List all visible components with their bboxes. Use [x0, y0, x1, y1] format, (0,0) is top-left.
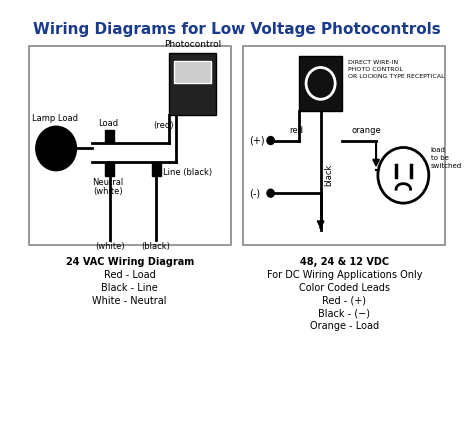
Text: Load: Load: [98, 119, 118, 128]
FancyBboxPatch shape: [169, 53, 216, 115]
Text: (white): (white): [93, 187, 123, 196]
Text: Orange - Load: Orange - Load: [310, 321, 379, 332]
Text: (+): (+): [249, 136, 264, 146]
Text: 24 VAC Wiring Diagram: 24 VAC Wiring Diagram: [65, 257, 194, 267]
Circle shape: [267, 137, 274, 145]
Text: For DC Wiring Applications Only: For DC Wiring Applications Only: [266, 270, 422, 280]
FancyBboxPatch shape: [105, 129, 114, 143]
Circle shape: [36, 126, 76, 170]
FancyBboxPatch shape: [299, 56, 342, 111]
Text: orange: orange: [352, 125, 381, 134]
Text: Lamp Load: Lamp Load: [33, 113, 79, 123]
Text: Color Coded Leads: Color Coded Leads: [299, 283, 390, 293]
Text: DIRECT WIRE-IN
PHOTO CONTROL
OR LOCKING TYPE RECEPTICAL: DIRECT WIRE-IN PHOTO CONTROL OR LOCKING …: [348, 60, 445, 79]
Text: (black): (black): [142, 242, 171, 251]
Text: Neutral: Neutral: [92, 178, 124, 187]
FancyBboxPatch shape: [105, 162, 114, 176]
Text: Red - Load: Red - Load: [104, 270, 155, 280]
Text: Black - Line: Black - Line: [101, 283, 158, 293]
Circle shape: [267, 189, 274, 197]
FancyBboxPatch shape: [243, 46, 445, 245]
FancyBboxPatch shape: [174, 61, 210, 83]
Text: (-): (-): [249, 188, 260, 198]
Text: load
to be
switched: load to be switched: [430, 147, 462, 170]
Text: Wiring Diagrams for Low Voltage Photocontrols: Wiring Diagrams for Low Voltage Photocon…: [33, 22, 441, 37]
Text: Photocontrol: Photocontrol: [164, 40, 221, 49]
FancyBboxPatch shape: [29, 46, 231, 245]
Text: Red - (+): Red - (+): [322, 295, 366, 306]
Text: (red): (red): [154, 121, 174, 129]
Text: (white): (white): [95, 242, 125, 251]
Text: black: black: [324, 164, 333, 186]
Text: 48, 24 & 12 VDC: 48, 24 & 12 VDC: [300, 257, 389, 267]
Text: Black - (−): Black - (−): [318, 308, 370, 319]
Text: White - Neutral: White - Neutral: [92, 295, 167, 306]
FancyBboxPatch shape: [152, 162, 161, 176]
Circle shape: [378, 147, 429, 203]
Text: Line (black): Line (black): [164, 168, 212, 177]
Text: red: red: [289, 125, 303, 134]
Circle shape: [306, 68, 335, 99]
